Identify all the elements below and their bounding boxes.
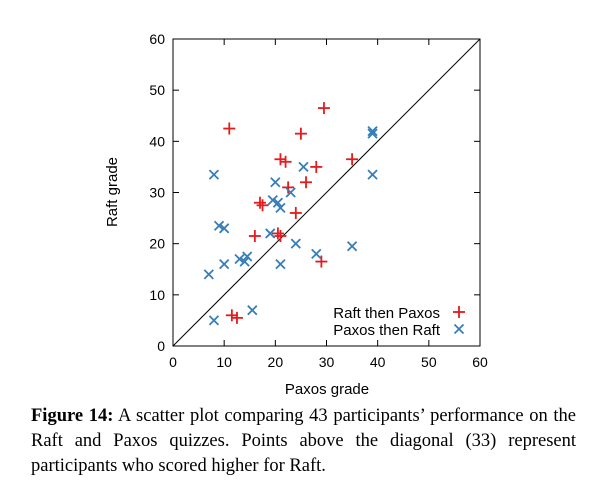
paxos-then-raft-point	[242, 251, 253, 262]
raft-then-paxos-point	[253, 196, 266, 209]
paxos-then-raft-point	[298, 161, 309, 173]
y-tick-label: 0	[157, 338, 165, 354]
y-axis-title: Raft grade	[104, 157, 121, 227]
paxos-then-raft-point	[219, 223, 230, 234]
raft-then-paxos-point	[274, 229, 287, 242]
paxos-then-raft-point	[208, 315, 220, 326]
paxos-then-raft-point	[247, 305, 258, 316]
raft-then-paxos-point	[315, 255, 328, 268]
x-tick-label: 10	[216, 354, 232, 370]
paxos-then-raft-point	[367, 128, 378, 139]
y-tick-label: 50	[149, 82, 165, 98]
x-axis-title: Paxos grade	[285, 381, 369, 398]
figure-caption: Figure 14: A scatter plot comparing 43 p…	[31, 404, 576, 479]
diagonal-line	[172, 38, 481, 347]
paxos-then-raft-point	[270, 177, 281, 188]
x-tick-label: 40	[370, 354, 386, 370]
scatter-chart: 0 10 20 30 40 50 60 0 10 20 30 40 50 60 Paxos grade R…	[104, 31, 488, 398]
data-points	[203, 102, 378, 326]
paxos-then-raft-point	[275, 202, 286, 213]
paxos-then-raft-point	[367, 125, 378, 137]
legend-marker-glyph	[453, 306, 465, 318]
paxos-then-raft-point	[239, 256, 250, 267]
paxos-then-raft-point	[275, 258, 286, 270]
legend-marker-raft-then-paxos	[453, 306, 465, 318]
paxos-then-raft-point	[311, 248, 322, 260]
y-tick-label: 30	[149, 185, 165, 201]
paxos-then-raft-point	[203, 269, 214, 280]
raft-then-paxos-point	[289, 206, 302, 219]
raft-then-paxos-point	[230, 311, 243, 324]
y-tick-label: 20	[149, 236, 165, 252]
y-tick-label: 10	[149, 287, 165, 303]
legend-label-raft-then-paxos: Raft then Paxos	[333, 305, 440, 322]
raft-then-paxos-point	[225, 309, 238, 322]
raft-then-paxos-point	[346, 153, 359, 166]
x-tick-label: 0	[169, 354, 177, 370]
x-tick-label: 20	[268, 354, 284, 370]
paxos-then-raft-point	[219, 258, 230, 270]
raft-then-paxos-point	[248, 229, 261, 242]
paxos-then-raft-point	[267, 195, 278, 206]
paxos-then-raft-point	[285, 187, 296, 198]
y-tick-label: 40	[149, 133, 165, 149]
x-tick-label: 50	[421, 354, 437, 370]
legend-marker-paxos-then-raft	[453, 323, 465, 335]
paxos-then-raft-point	[367, 169, 378, 180]
caption-text: A scatter plot comparing 43 participants…	[31, 406, 576, 476]
legend-marker-glyph	[453, 323, 465, 335]
axis-ticks: 0 10 20 30 40 50 60 0 10 20 30 40 50 60	[149, 31, 488, 370]
x-tick-label: 30	[319, 354, 335, 370]
raft-then-paxos-point	[271, 227, 284, 240]
raft-then-paxos-point	[256, 199, 269, 212]
x-tick-label: 60	[472, 354, 488, 370]
paxos-then-raft-point	[213, 220, 225, 231]
paxos-then-raft-point	[208, 169, 220, 180]
paxos-then-raft-point	[346, 241, 358, 252]
paxos-then-raft-point	[272, 197, 284, 208]
raft-then-paxos-point	[300, 176, 313, 189]
legend-label-paxos-then-raft: Paxos then Raft	[333, 322, 441, 339]
caption-label: Figure 14:	[31, 406, 114, 426]
legend: Raft then Paxos Paxos then Raft	[333, 305, 465, 339]
raft-then-paxos-point	[279, 155, 292, 168]
raft-then-paxos-point	[317, 102, 330, 115]
paxos-then-raft-point	[265, 228, 276, 239]
paxos-then-raft-point	[290, 238, 301, 249]
raft-then-paxos-point	[294, 127, 307, 140]
raft-then-paxos-point	[274, 153, 287, 166]
raft-then-paxos-point	[282, 181, 295, 194]
raft-then-paxos-point	[310, 160, 323, 173]
y-tick-label: 60	[149, 31, 165, 47]
raft-then-paxos-point	[223, 122, 236, 135]
paxos-then-raft-point	[234, 253, 245, 265]
